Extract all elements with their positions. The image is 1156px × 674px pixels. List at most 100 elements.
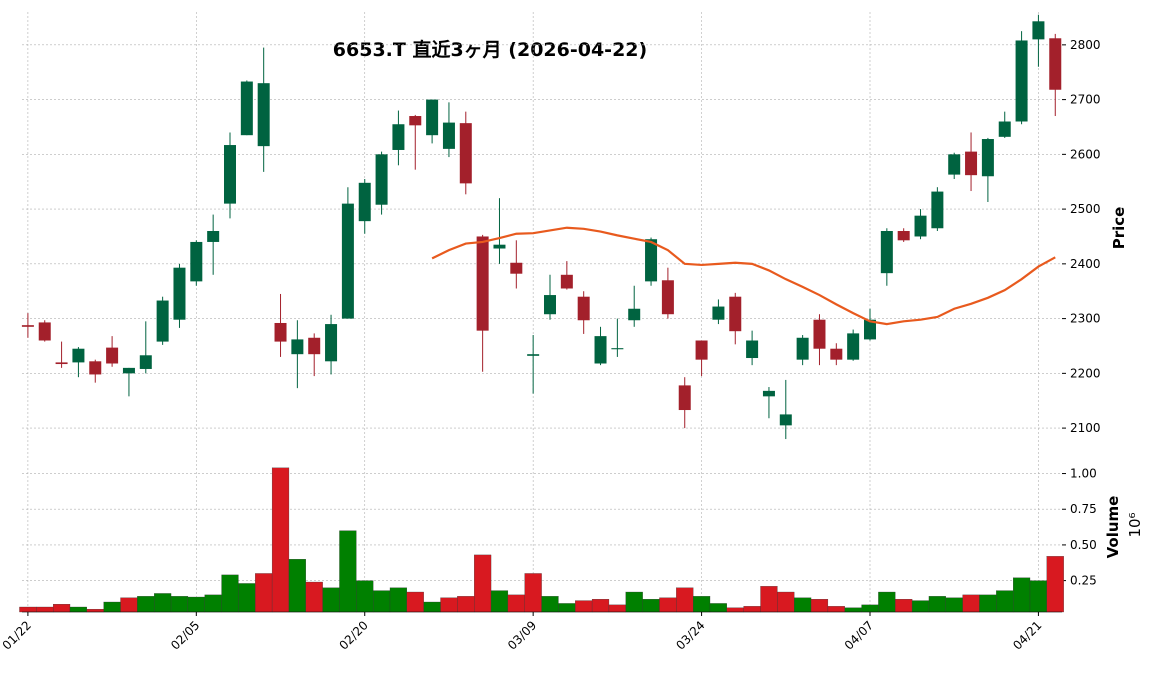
candle-body [89,361,102,375]
volume-bar [743,606,761,613]
x-tick-label: 03/24 [673,618,707,652]
volume-bar [878,591,896,613]
x-tick-label: 02/05 [168,618,202,652]
volume-bar [255,573,273,613]
candle-body [661,280,674,315]
candle-body [257,83,270,147]
candle-body [914,215,927,237]
y2-offset-label: 10⁶ [1126,512,1144,537]
volume-bar [659,597,677,613]
volume-bar [524,573,542,613]
volume-bar [911,600,930,613]
volume-bar [895,599,913,613]
volume-bar [288,559,306,613]
candle-body [948,154,961,175]
volume-bar [440,597,458,613]
volume-bar [979,594,997,613]
volume-bar [356,580,374,613]
volume-bar [1013,577,1031,613]
volume-bar [19,606,37,613]
volume-bar [844,607,862,613]
x-tick-label: 04/07 [842,618,876,652]
y-tick-label: 2400 [1070,257,1101,271]
candle-body [190,241,203,282]
volume-bar [170,596,189,613]
volume-bar [457,596,475,613]
candle-body [779,414,792,426]
volume-bar [474,554,492,613]
candle-body [392,124,405,150]
volume-bar [507,594,525,613]
volume-bar [962,594,980,613]
y2-tick-label: 0.25 [1070,574,1097,588]
y2-axis-label: Volume [1104,496,1122,559]
volume-bar [1046,556,1064,613]
volume-bar [373,590,391,613]
candle-body [510,262,523,274]
volume-bar [861,604,879,613]
x-tick-label: 03/09 [505,618,539,652]
candle-body [106,347,119,364]
volume-bar [103,601,121,613]
candle-body [998,121,1011,137]
volume-bar [137,596,155,613]
candle-body [729,296,742,332]
x-tick-label: 01/22 [0,618,34,652]
candle-body [442,122,455,149]
candle-body [72,348,85,363]
volume-bar [558,603,576,613]
volume-bar [69,606,87,613]
candle-body [173,267,186,320]
y2-tick-label: 0.75 [1070,502,1097,516]
candle-body [341,203,354,319]
volume-bar [389,587,407,613]
candle-body [965,151,978,176]
candle-body [358,182,371,222]
candle-body [628,308,641,321]
candle-body [560,274,573,289]
volume-bar [406,591,424,613]
candle-body [476,236,489,331]
candle-body [55,362,68,365]
volume-bar [490,590,509,613]
volume-bar [305,581,323,613]
candle-body [459,123,472,184]
candle-body [594,336,607,364]
candle-body [931,191,944,229]
volume-bar [642,599,660,613]
candle-body [1049,38,1062,90]
volume-bar [693,596,711,613]
y-tick-label: 2300 [1070,312,1101,326]
volume-bar [120,597,138,613]
volume-bar [339,530,357,613]
candle-body [981,139,994,177]
candle-body [493,244,506,249]
volume-bar [810,599,829,613]
y-tick-label: 2600 [1070,147,1101,161]
candle-body [762,390,775,397]
candle-body [544,295,556,315]
volume-bar [709,603,727,613]
candle-body [830,348,843,360]
candle-body [426,99,439,136]
chart-title: 6653.T 直近3ヶ月 (2026-04-22) [333,38,647,61]
volume-bar [1029,580,1047,613]
volume-bar [928,596,946,613]
volume-bar [541,596,559,613]
x-tick-label: 04/21 [1010,618,1044,652]
volume-bar [608,604,626,613]
volume-bar [204,594,222,613]
candle-body [38,322,51,341]
candle-body [274,322,287,342]
volume-bar [794,597,812,613]
candle-body [847,333,860,360]
volume-bar [591,599,610,613]
volume-bar [945,597,963,613]
candle-body [409,116,422,126]
candle-body [577,296,590,321]
volume-bar [760,586,778,613]
y-tick-label: 2100 [1070,421,1101,435]
volume-bar [726,607,744,613]
volume-bar [575,600,593,613]
candle-body [645,239,658,282]
